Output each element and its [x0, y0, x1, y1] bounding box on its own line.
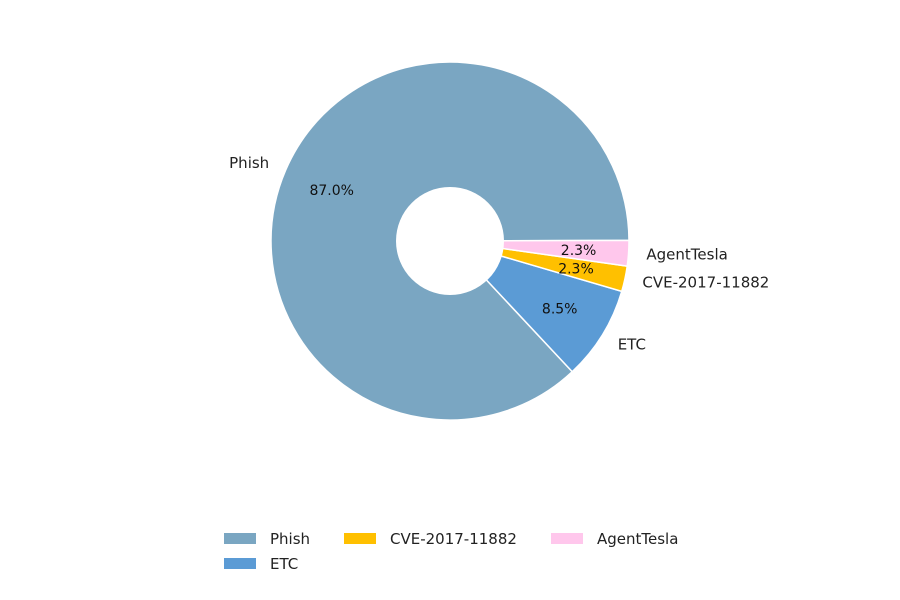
legend-label: ETC	[270, 554, 299, 573]
legend-item-cve-2017-11882: CVE-2017-11882	[344, 526, 551, 551]
pct-label-cve-2017-11882: 2.3%	[558, 261, 594, 277]
legend-item-phish: Phish	[224, 526, 344, 551]
slice-phish	[270, 61, 630, 421]
legend-spacer	[551, 551, 711, 576]
legend: Phish ETC CVE-2017-11882 AgentTesla	[224, 526, 744, 576]
slice-label-etc: ETC	[618, 335, 646, 353]
pct-label-etc: 8.5%	[542, 302, 578, 318]
slice-label-cve-2017-11882: CVE-2017-11882	[642, 274, 769, 292]
legend-item-etc: ETC	[224, 551, 344, 576]
legend-item-agenttesla: AgentTesla	[551, 526, 711, 551]
legend-spacer	[344, 551, 551, 576]
legend-swatch	[344, 533, 376, 544]
legend-swatch	[224, 533, 256, 544]
legend-swatch	[551, 533, 583, 544]
legend-label: CVE-2017-11882	[390, 529, 517, 548]
labels-layer: Phish 87.0% ETC 8.5% CVE-2017-11882 2.3% Agent…	[229, 154, 769, 353]
legend-label: AgentTesla	[597, 529, 679, 548]
donut-hole	[396, 187, 504, 295]
slice-label-phish: Phish	[229, 154, 269, 172]
slice-label-agenttesla: AgentTesla	[646, 246, 727, 264]
pct-label-phish: 87.0%	[309, 183, 353, 199]
pct-label-agenttesla: 2.3%	[561, 243, 597, 259]
legend-label: Phish	[270, 529, 311, 548]
legend-swatch	[224, 558, 256, 569]
